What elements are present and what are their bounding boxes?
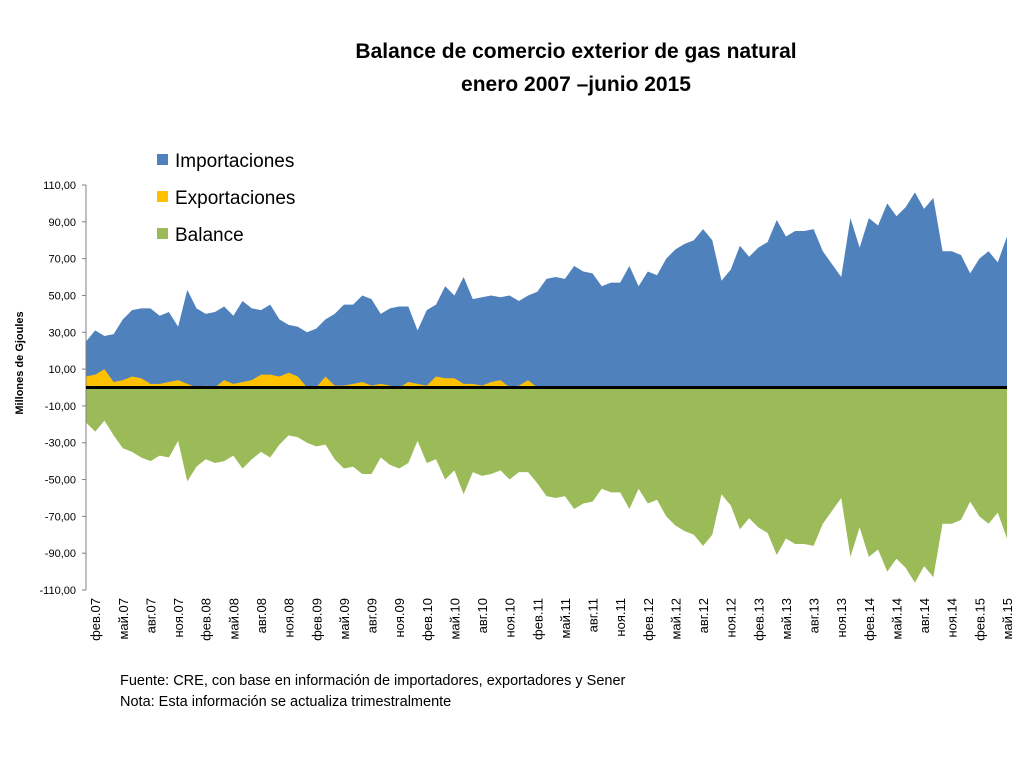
y-tick-label: 70,00 [48,254,76,266]
x-tick-label: май.14 [889,598,904,640]
legend-swatch-exportaciones [157,191,168,202]
x-tick-label: май.07 [116,598,131,640]
x-tick-label: фев.07 [88,598,103,641]
x-tick-label: авг.09 [365,598,380,633]
y-axis-title: Millones de Gjoules [14,311,26,414]
x-tick-label: май.09 [337,598,352,640]
y-tick-label: 90,00 [48,217,76,229]
y-tick-label: 110,00 [43,180,76,192]
area-balance [86,387,1007,583]
y-tick-label: 50,00 [48,290,76,302]
x-tick-label: май.08 [226,598,241,640]
x-tick-label: авг.10 [475,598,490,633]
y-tick-label: 10,00 [48,364,76,376]
y-tick-label: -110,00 [40,585,77,597]
x-tick-label: фев.13 [751,598,766,641]
y-tick-label: -50,00 [45,475,76,487]
x-tick-label: май.11 [558,598,573,639]
y-tick-label: -30,00 [45,438,76,450]
chart-title-line-1: Balance de comercio exterior de gas natu… [355,40,796,63]
x-tick-label: ноя.13 [834,598,849,638]
footnote-note: Nota: Esta información se actualiza trim… [120,694,452,710]
y-tick-label: -90,00 [45,548,76,560]
y-tick-label: 30,00 [48,327,76,339]
x-tick-label: фев.08 [199,598,214,641]
axes [85,185,1007,590]
legend-swatch-balance [157,228,168,239]
x-tick-label: ноя.11 [613,598,628,637]
x-tick-label: ноя.07 [171,598,186,638]
area-importaciones [86,192,1007,388]
x-tick-label: май.13 [779,598,794,640]
x-tick-label: фев.09 [309,598,324,641]
x-tick-label: фев.14 [862,598,877,641]
x-tick-label: май.15 [1000,598,1015,640]
legend-label-balance: Balance [175,225,244,246]
x-tick-label: фев.15 [972,598,987,641]
x-tick-label: фев.11 [530,598,545,640]
x-tick-label: ноя.09 [392,598,407,638]
x-tick-label: ноя.14 [945,598,960,638]
x-tick-label: ноя.10 [503,598,518,638]
x-axis-ticks: фев.07 май.07 авг.07 ноя.07 фев.08 май.08 авг.… [88,598,1015,641]
plot-areas [86,192,1007,583]
footnote-source: Fuente: CRE, con base en información de … [120,673,626,689]
x-tick-label: фев.10 [420,598,435,641]
y-axis-ticks: 110,00 90,00 70,00 50,00 30,00 10,00 -10,00 -30… [40,180,86,597]
x-tick-label: май.12 [668,598,683,640]
y-tick-label: -10,00 [45,401,76,413]
y-tick-label: -70,00 [45,511,76,523]
legend: Importaciones Exportaciones Balance [157,151,295,246]
x-tick-label: авг.14 [917,598,932,633]
x-tick-label: авг.13 [807,598,822,633]
legend-swatch-importaciones [157,154,168,165]
x-tick-label: ноя.12 [724,598,739,638]
x-tick-label: май.10 [447,598,462,640]
area-exportaciones [86,369,1007,388]
x-tick-label: авг.08 [254,598,269,633]
x-tick-label: ноя.08 [282,598,297,638]
legend-label-importaciones: Importaciones [175,151,294,172]
x-tick-label: авг.07 [143,598,158,633]
x-tick-label: авг.12 [696,598,711,633]
x-tick-label: фев.12 [641,598,656,641]
legend-label-exportaciones: Exportaciones [175,188,295,209]
chart-title-line-2: enero 2007 –junio 2015 [461,73,691,96]
x-tick-label: авг.11 [586,598,601,632]
